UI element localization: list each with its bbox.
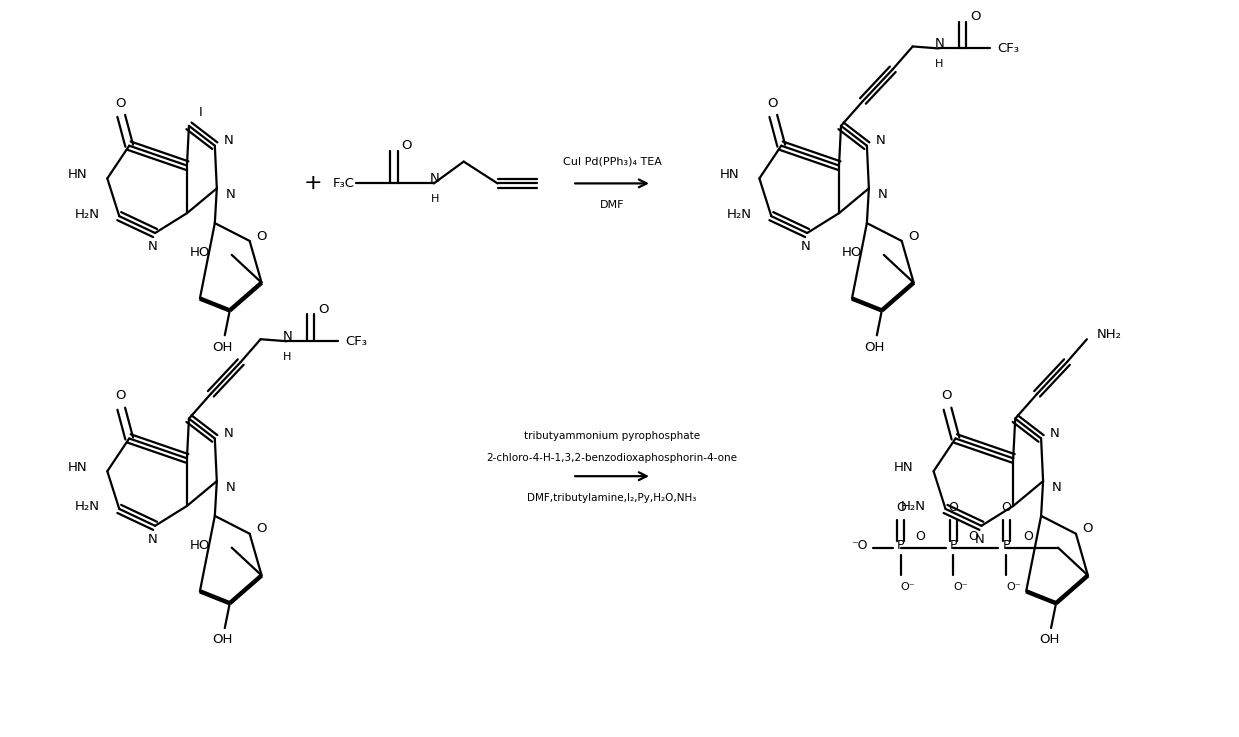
Text: O: O xyxy=(115,389,125,402)
Text: I: I xyxy=(199,106,203,119)
Text: O: O xyxy=(767,97,778,110)
Text: O: O xyxy=(1001,501,1011,514)
Text: H: H xyxy=(284,352,291,362)
Text: O: O xyxy=(942,389,952,402)
Text: CF₃: CF₃ xyxy=(346,335,367,348)
Text: N: N xyxy=(149,240,159,254)
Text: O: O xyxy=(970,10,980,23)
Text: N: N xyxy=(224,427,234,440)
Text: ⁻O: ⁻O xyxy=(851,539,867,552)
Text: N: N xyxy=(878,188,887,200)
Text: N: N xyxy=(225,188,235,200)
Text: HN: HN xyxy=(68,168,88,181)
Text: O: O xyxy=(256,229,266,242)
Text: N: N xyxy=(149,533,159,546)
Text: HO: HO xyxy=(190,539,209,552)
Text: H₂N: H₂N xyxy=(74,208,99,220)
Text: P: P xyxy=(1002,539,1010,552)
Text: H₂N: H₂N xyxy=(726,208,751,220)
Text: O: O xyxy=(916,530,926,543)
Text: O⁻: O⁻ xyxy=(901,582,916,593)
Text: HN: HN xyxy=(68,461,88,474)
Text: N: N xyxy=(975,533,984,546)
Text: P: P xyxy=(950,539,958,552)
Text: OH: OH xyxy=(1038,633,1059,646)
Text: O: O xyxy=(896,501,906,514)
Text: DMF: DMF xyxy=(600,200,624,210)
Text: O: O xyxy=(256,523,266,535)
Text: N: N xyxy=(934,37,944,50)
Text: HN: HN xyxy=(895,461,913,474)
Text: N: N xyxy=(430,172,440,185)
Text: O: O xyxy=(908,229,919,242)
Text: O: O xyxy=(1083,523,1093,535)
Text: O: O xyxy=(949,501,959,514)
Text: +: + xyxy=(304,173,322,193)
Text: N: N xyxy=(876,134,886,147)
Text: H₂N: H₂N xyxy=(901,500,926,514)
Text: 2-chloro-4-H-1,3,2-benzodioxaphosphorin-4-one: 2-chloro-4-H-1,3,2-benzodioxaphosphorin-… xyxy=(487,453,737,464)
Text: N: N xyxy=(225,481,235,494)
Text: O: O xyxy=(401,139,413,153)
Text: tributyammonium pyrophosphate: tributyammonium pyrophosphate xyxy=(524,431,700,441)
Text: O⁻: O⁻ xyxy=(953,582,968,593)
Text: OH: OH xyxy=(865,340,885,354)
Text: F₃C: F₃C xyxy=(333,177,356,190)
Text: N: N xyxy=(282,329,292,343)
Text: N: N xyxy=(1052,481,1062,494)
Text: HO: HO xyxy=(190,246,209,259)
Text: DMF,tributylamine,I₂,Py,H₂O,NH₃: DMF,tributylamine,I₂,Py,H₂O,NH₃ xyxy=(528,493,696,503)
Text: H₂N: H₂N xyxy=(74,500,99,514)
Text: H: H xyxy=(935,59,944,69)
Text: N: N xyxy=(224,134,234,147)
Text: OH: OH xyxy=(213,633,233,646)
Text: NH₂: NH₂ xyxy=(1097,328,1121,340)
Text: HN: HN xyxy=(720,168,740,181)
Text: N: N xyxy=(800,240,810,254)
Text: CuI Pd(PPh₃)₄ TEA: CuI Pd(PPh₃)₄ TEA xyxy=(563,156,662,167)
Text: H: H xyxy=(431,195,439,204)
Text: P: P xyxy=(897,539,904,552)
Text: HO: HO xyxy=(841,246,862,259)
Text: O: O xyxy=(969,530,979,543)
Text: OH: OH xyxy=(213,340,233,354)
Text: N: N xyxy=(1051,427,1059,440)
Text: CF₃: CF₃ xyxy=(997,42,1020,55)
Text: O⁻: O⁻ xyxy=(1006,582,1021,593)
Text: O: O xyxy=(1023,530,1033,543)
Text: O: O xyxy=(115,97,125,110)
Text: O: O xyxy=(318,303,328,316)
